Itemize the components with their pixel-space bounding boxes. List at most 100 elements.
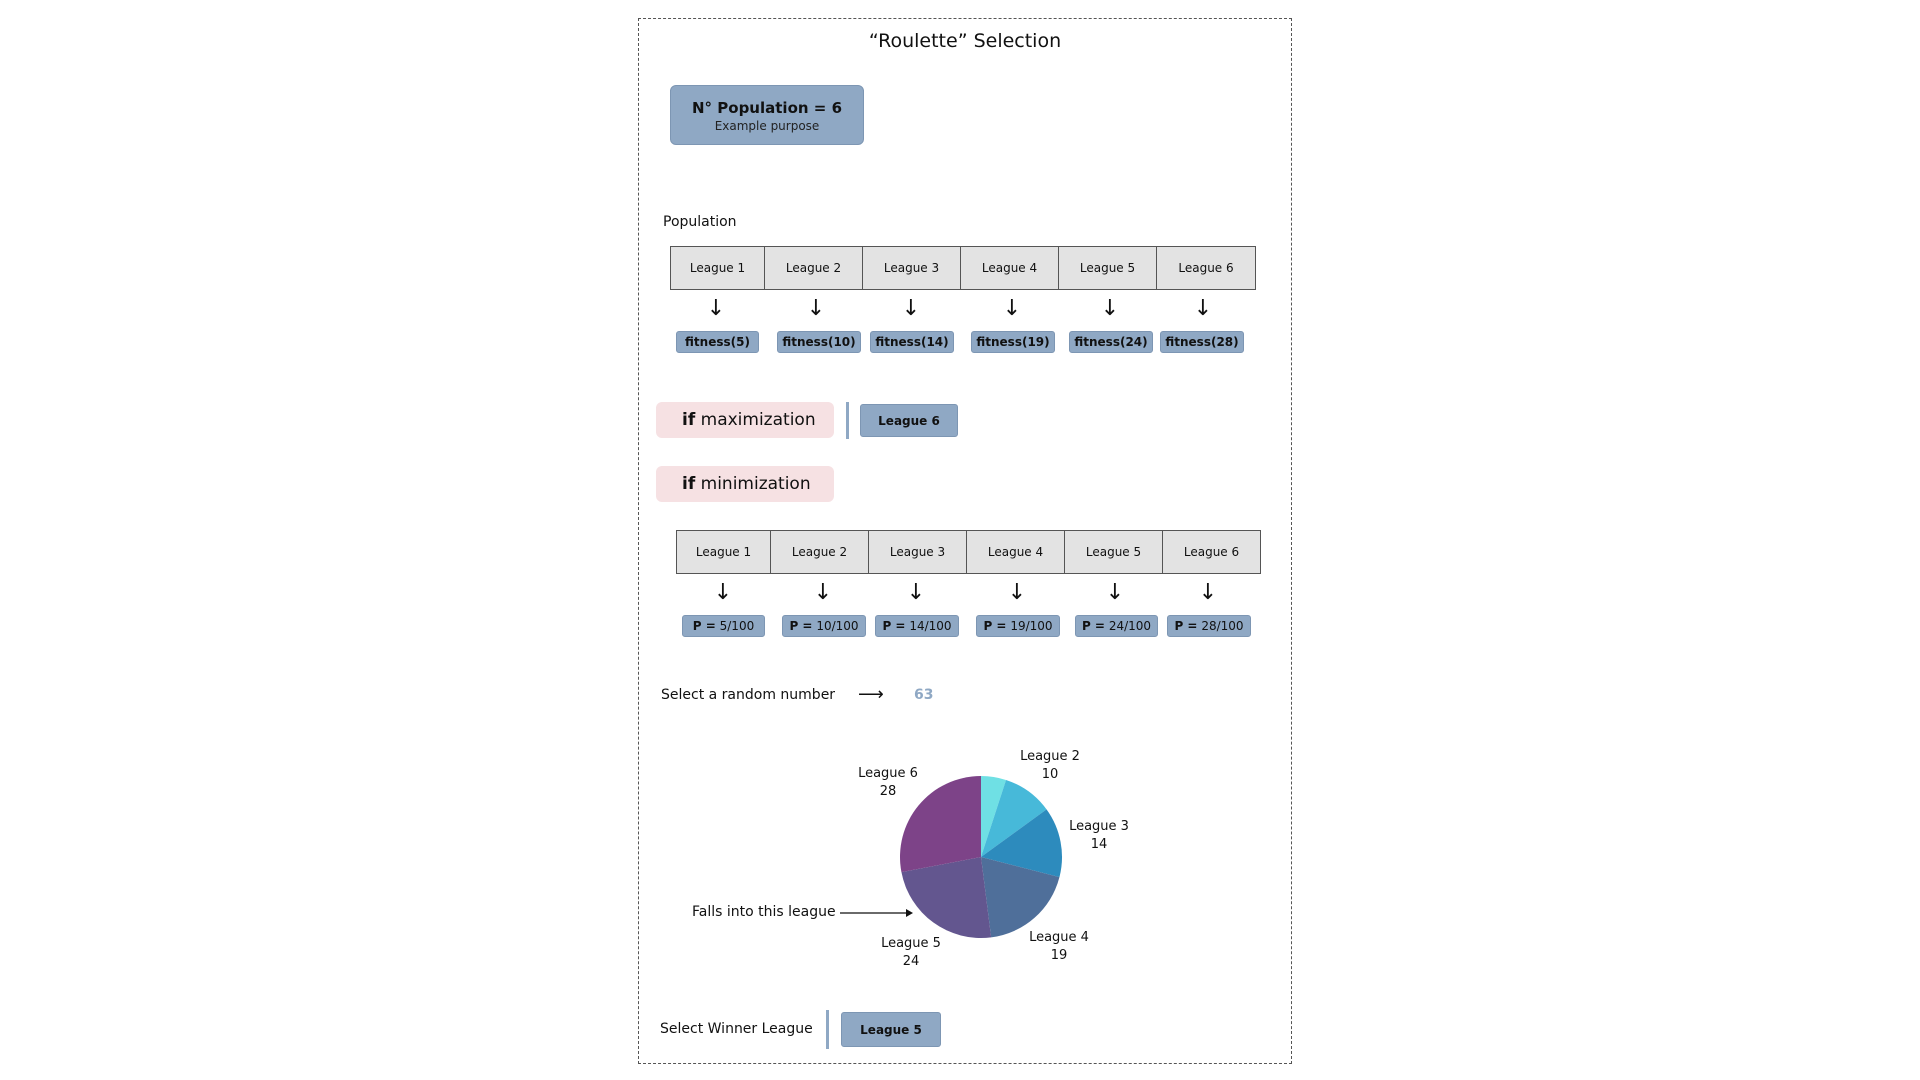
down-arrow-icon: ↓ (706, 296, 726, 321)
down-arrow-icon: ↓ (1105, 580, 1125, 605)
fitness-tag-text: fitness(19) (976, 335, 1050, 349)
probability-value: 5/100 (719, 619, 755, 633)
probability-value: 14/100 (909, 619, 952, 633)
probability-tag-5: P = 24/100 (1075, 615, 1158, 637)
population-cell-2: League 2 (764, 247, 862, 289)
probability-value: 24/100 (1108, 619, 1152, 633)
population-row: League 1 League 2 League 3 League 4 Leag… (670, 246, 1256, 290)
down-arrow-icon: ↓ (1007, 580, 1027, 605)
pie-slice-4 (981, 857, 1060, 938)
divider-bar (826, 1010, 829, 1049)
down-arrow-icon: ↓ (806, 296, 826, 321)
fitness-tag-text: fitness(14) (875, 335, 949, 349)
pie-label-2: League 2 10 (1020, 749, 1080, 782)
condition-keyword: if (682, 410, 696, 430)
probability-value: 10/100 (816, 619, 859, 633)
random-number-value: 63 (914, 687, 934, 703)
fitness-tag-5: fitness(24) (1069, 331, 1153, 353)
divider-bar (846, 402, 849, 439)
probability-tag-4: P = 19/100 (976, 615, 1060, 637)
probability-prefix: P = (1081, 619, 1105, 633)
pie-label-name: League 3 (1069, 819, 1129, 834)
population-cell-5: League 5 (1058, 247, 1156, 289)
pie-label-6: League 6 28 (858, 766, 918, 799)
pie-label-3: League 3 14 (1069, 819, 1129, 852)
pie-slice-3 (981, 809, 1062, 878)
probability-prefix: P = (1174, 619, 1198, 633)
minimization-cell-1: League 1 (695, 545, 752, 559)
fitness-tag-6: fitness(28) (1160, 331, 1244, 353)
condition-text: minimization (700, 474, 811, 494)
fitness-tag-4: fitness(19) (971, 331, 1055, 353)
pie-label-5: League 5 24 (881, 936, 941, 969)
pie-slice-5 (901, 857, 992, 938)
falls-into-label: Falls into this league (692, 904, 836, 920)
fitness-tag-3: fitness(14) (870, 331, 954, 353)
minimization-row: League 1 League 2 League 3 League 4 Leag… (676, 530, 1261, 574)
right-arrow-icon (840, 909, 913, 917)
down-arrow-icon: ↓ (813, 580, 833, 605)
minimization-condition: if minimization (656, 466, 834, 502)
pie-label-4: League 4 19 (1029, 930, 1089, 963)
minimization-cell-4: League 4 (966, 531, 1064, 573)
fitness-tag-text: fitness(24) (1074, 335, 1148, 349)
down-arrow-icon: ↓ (1002, 296, 1022, 321)
down-arrow-icon: ↓ (1193, 296, 1213, 321)
pie-label-value: 10 (1042, 767, 1059, 782)
pie-label-name: League 5 (881, 936, 941, 951)
probability-tag-1: P = 5/100 (682, 615, 765, 637)
population-cell-6: League 6 (1156, 247, 1255, 289)
probability-prefix: P = (692, 619, 716, 633)
probability-prefix: P = (882, 619, 906, 633)
down-arrow-icon: ↓ (901, 296, 921, 321)
down-arrow-icon: ↓ (1198, 580, 1218, 605)
pie-label-value: 19 (1051, 948, 1068, 963)
winner-result: League 5 (841, 1012, 941, 1047)
fitness-tag-text: fitness(10) (782, 335, 856, 349)
pie-slice-6 (900, 776, 981, 873)
fitness-tag-1: fitness(5) (676, 331, 759, 353)
pie-label-name: League 4 (1029, 930, 1089, 945)
pie-label-name: League 6 (858, 766, 918, 781)
population-size-box: N° Population = 6 Example purpose (670, 85, 864, 145)
maximization-result: League 6 (860, 404, 958, 437)
probability-tag-2: P = 10/100 (782, 615, 866, 637)
probability-value: 28/100 (1201, 619, 1244, 633)
probability-tag-6: P = 28/100 (1167, 615, 1251, 637)
population-cell-3: League 3 (862, 247, 960, 289)
down-arrow-icon: ↓ (906, 580, 926, 605)
fitness-tag-text: fitness(5) (685, 335, 750, 349)
probability-prefix: P = (983, 619, 1007, 633)
population-cell-4: League 4 (960, 247, 1058, 289)
minimization-cell-3: League 3 (868, 531, 966, 573)
pie-label-value: 24 (903, 954, 920, 969)
random-number-label: Select a random number (661, 687, 836, 703)
select-winner-label: Select Winner League (660, 1021, 813, 1037)
fitness-tag-text: fitness(28) (1165, 335, 1239, 349)
condition-keyword: if (682, 474, 696, 494)
fitness-tag-2: fitness(10) (777, 331, 861, 353)
diagram-frame (638, 18, 1292, 1064)
right-arrow-icon: ⟶ (858, 684, 884, 705)
maximization-condition: if maximization (656, 402, 834, 438)
down-arrow-icon: ↓ (1100, 296, 1120, 321)
probability-value: 19/100 (1010, 619, 1053, 633)
population-cell-1: League 1 (689, 261, 746, 275)
population-size-note: Example purpose (714, 119, 820, 133)
pie-label-name: League 2 (1020, 749, 1080, 764)
population-size-text: N° Population = 6 (692, 99, 842, 117)
minimization-cell-5: League 5 (1064, 531, 1162, 573)
down-arrow-icon: ↓ (713, 580, 733, 605)
diagram-title: “Roulette” Selection (868, 30, 1062, 52)
pie-slice-1 (981, 776, 1007, 857)
minimization-cell-6: League 6 (1162, 531, 1260, 573)
probability-tag-3: P = 14/100 (875, 615, 959, 637)
condition-text: maximization (700, 410, 816, 430)
pie-slice-2 (981, 779, 1047, 857)
minimization-cell-2: League 2 (770, 531, 868, 573)
pie-label-value: 28 (880, 784, 897, 799)
probability-prefix: P = (789, 619, 813, 633)
population-label: Population (663, 214, 737, 230)
